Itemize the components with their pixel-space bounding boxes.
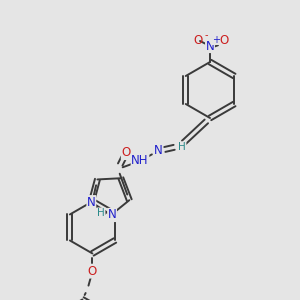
- Text: N: N: [108, 208, 116, 221]
- Text: O: O: [194, 34, 202, 47]
- Text: N: N: [154, 145, 162, 158]
- Text: H: H: [178, 142, 186, 152]
- Text: -: -: [204, 30, 208, 40]
- Text: O: O: [122, 146, 130, 160]
- Text: O: O: [219, 34, 229, 47]
- Text: N: N: [206, 40, 214, 52]
- Text: O: O: [88, 265, 97, 278]
- Text: H: H: [97, 208, 105, 218]
- Text: NH: NH: [131, 154, 149, 167]
- Text: N: N: [87, 196, 96, 209]
- Text: +: +: [212, 35, 220, 45]
